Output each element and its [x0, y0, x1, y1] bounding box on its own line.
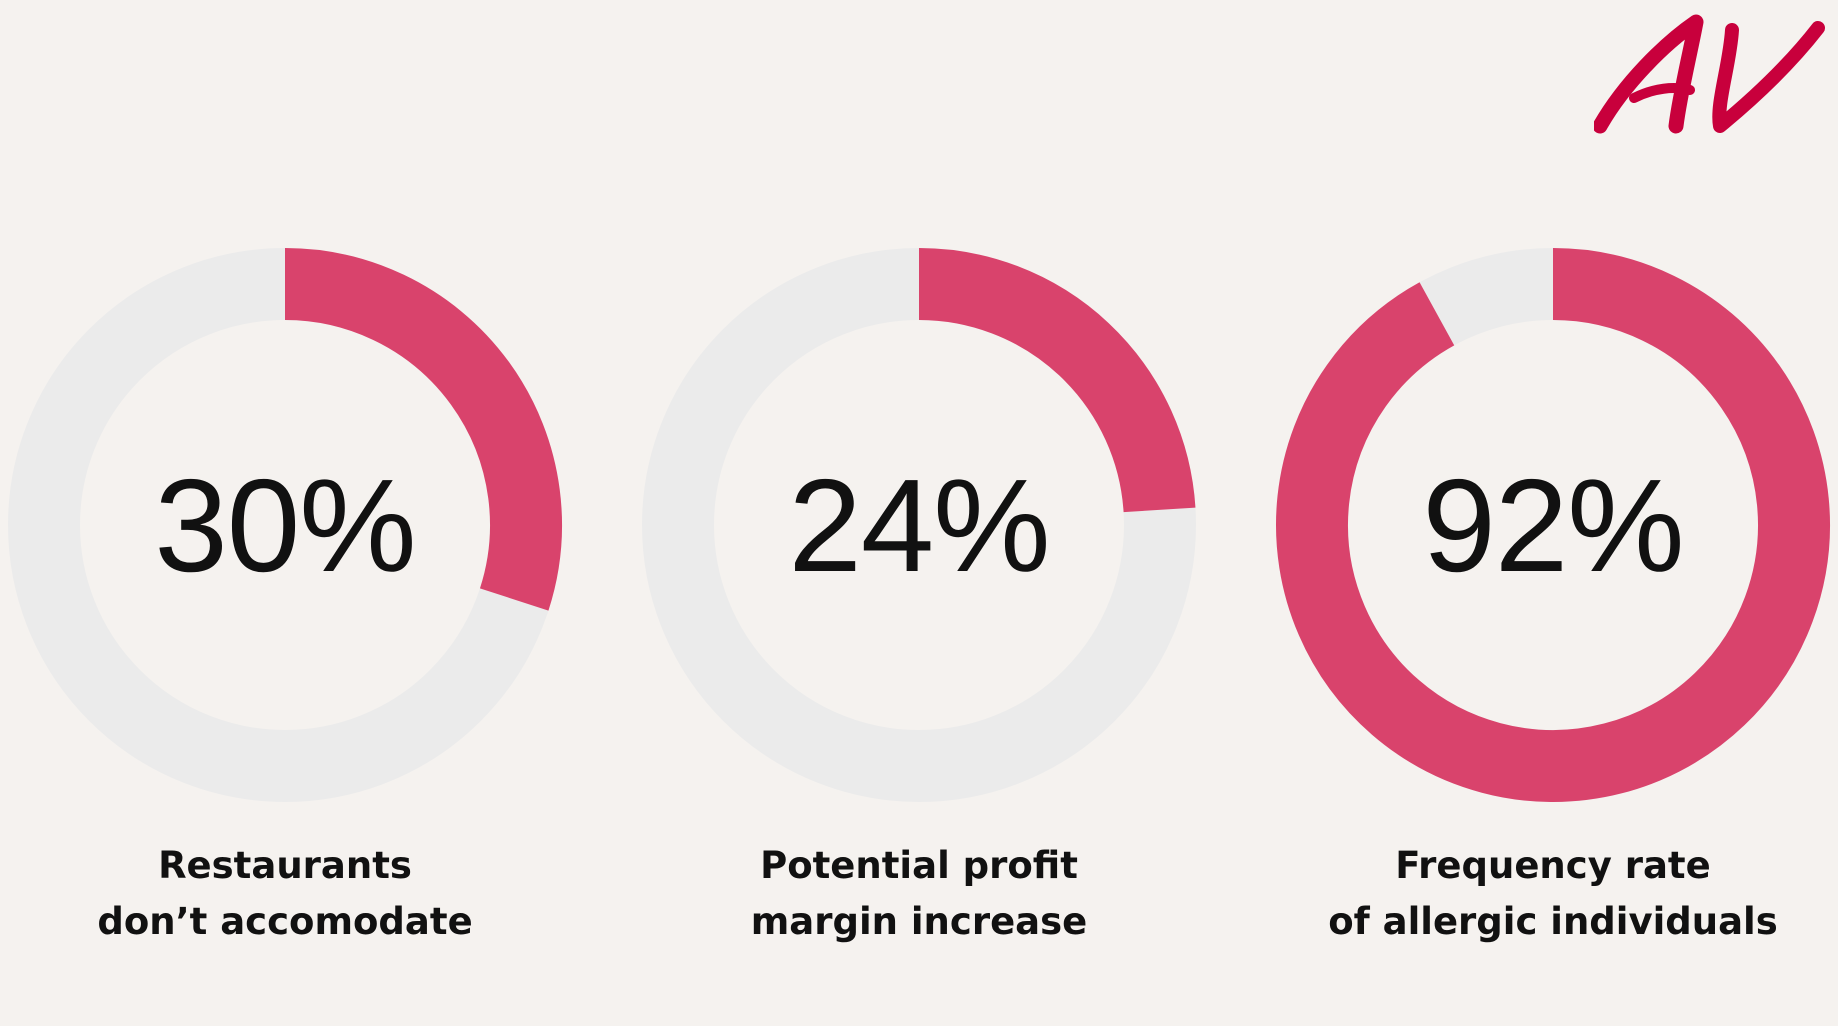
donut-value-label: 30%	[154, 451, 416, 599]
donut-value-label: 92%	[1422, 451, 1684, 599]
donut-caption-profit-margin: Potential profit margin increase	[639, 838, 1199, 950]
caption-line: Frequency rate	[1395, 844, 1711, 887]
caption-line: don’t accomodate	[97, 900, 473, 943]
donut-caption-allergic-frequency: Frequency rate of allergic individuals	[1273, 838, 1833, 950]
donut-filled-arc	[1276, 248, 1830, 802]
donut-svg	[642, 248, 1196, 802]
donut-svg	[1276, 248, 1830, 802]
donut-chart-profit-margin: 24%	[639, 245, 1199, 805]
caption-line: margin increase	[750, 900, 1088, 943]
donut-caption-restaurants: Restaurants don’t accomodate	[5, 838, 565, 950]
caption-line: Potential profit	[760, 844, 1078, 887]
donut-chart-restaurants: 30%	[5, 245, 565, 805]
donut-filled-arc	[918, 248, 1196, 513]
donut-svg	[8, 248, 562, 802]
donut-value-label: 24%	[788, 451, 1050, 599]
av-logo	[1594, 14, 1825, 134]
donut-chart-allergic-frequency: 92%	[1273, 245, 1833, 805]
caption-line: of allergic individuals	[1328, 900, 1778, 943]
caption-line: Restaurants	[158, 844, 412, 887]
donut-filled-arc	[284, 248, 562, 611]
